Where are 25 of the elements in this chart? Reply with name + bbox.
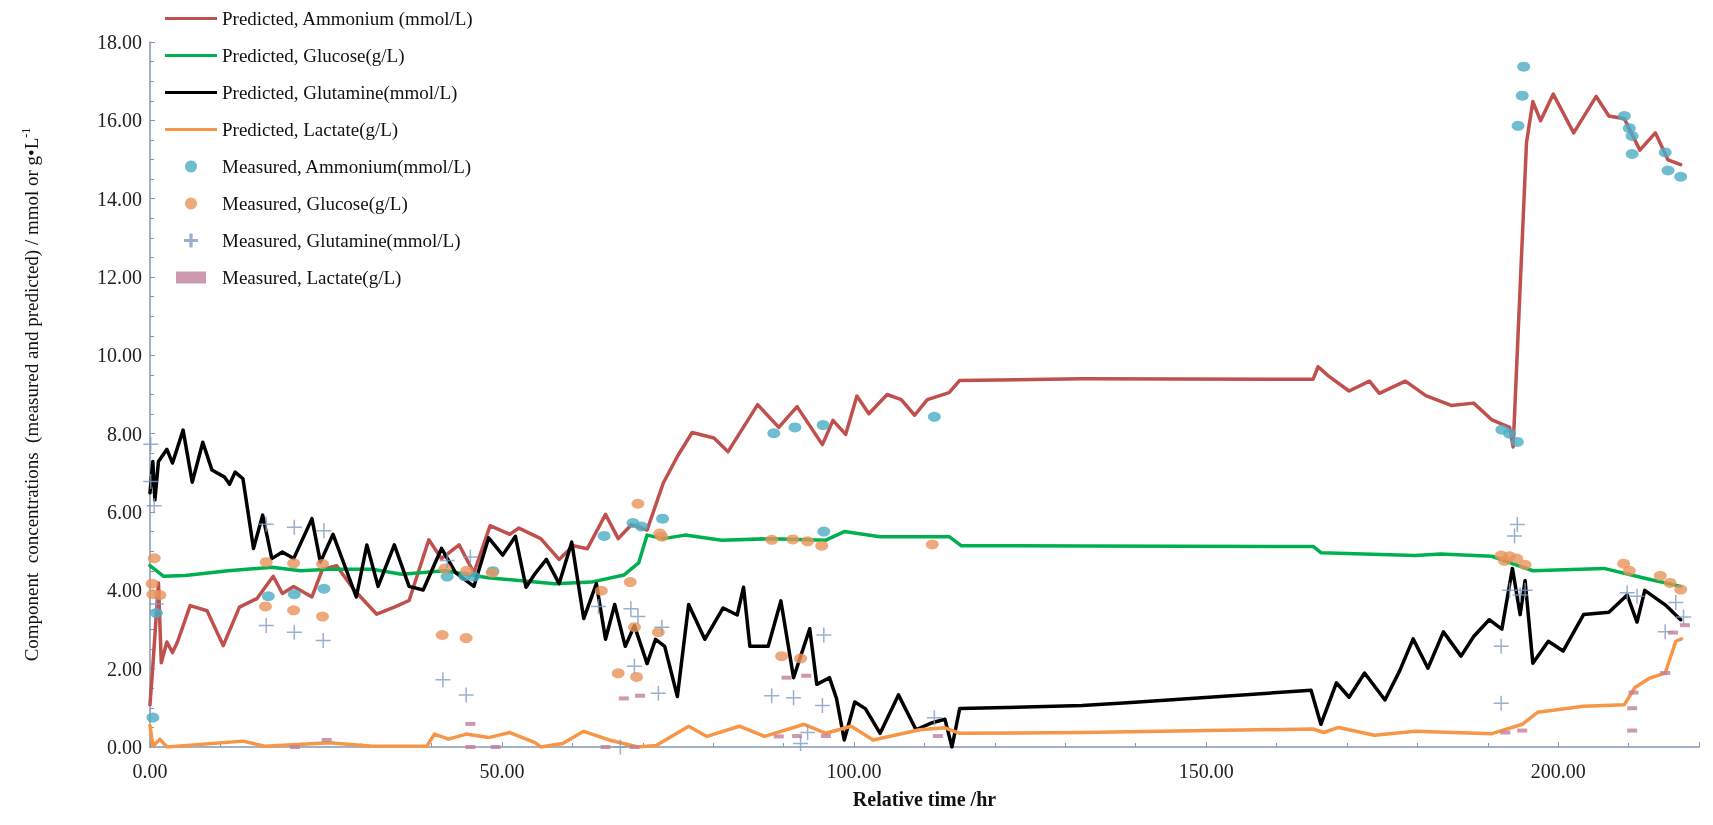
y-tick-label: 4.00 (107, 579, 142, 602)
legend-label: Measured, Lactate(g/L) (222, 267, 402, 289)
x-tick-label: 50.00 (479, 760, 525, 782)
y-tick-label: 6.00 (107, 501, 142, 523)
y-tick-label: 10.00 (97, 344, 142, 367)
y-axis-title: Component concentrations (measured and predicted) / mmol or g•L-1 (19, 127, 43, 662)
y-tick-label: 0.00 (107, 736, 142, 758)
y-tick-label: 16.00 (97, 109, 142, 132)
legend-label: Measured, Glucose(g/L) (222, 193, 408, 215)
y-tick-label: 8.00 (107, 422, 142, 445)
y-tick-label: 14.00 (97, 187, 142, 210)
legend-label: Predicted, Glutamine(mmol/L) (222, 82, 458, 104)
legend-label: Measured, Ammonium(mmol/L) (222, 156, 472, 178)
x-axis-title: Relative time /hr (852, 788, 997, 810)
x-tick-label: 200.00 (1530, 760, 1586, 782)
legend-label: Predicted, Glucose(g/L) (222, 45, 405, 67)
y-tick-label: 12.00 (97, 266, 142, 288)
x-tick-label: 100.00 (826, 760, 882, 782)
x-tick-label: 150.00 (1178, 760, 1234, 782)
legend-label: Measured, Glutamine(mmol/L) (222, 230, 461, 252)
legend-label: Predicted, Ammonium (mmol/L) (222, 8, 473, 30)
x-tick-label: 0.00 (132, 760, 168, 782)
y-tick-label: 18.00 (97, 31, 142, 53)
legend-label: Predicted, Lactate(g/L) (222, 119, 399, 141)
y-tick-label: 2.00 (107, 657, 142, 680)
